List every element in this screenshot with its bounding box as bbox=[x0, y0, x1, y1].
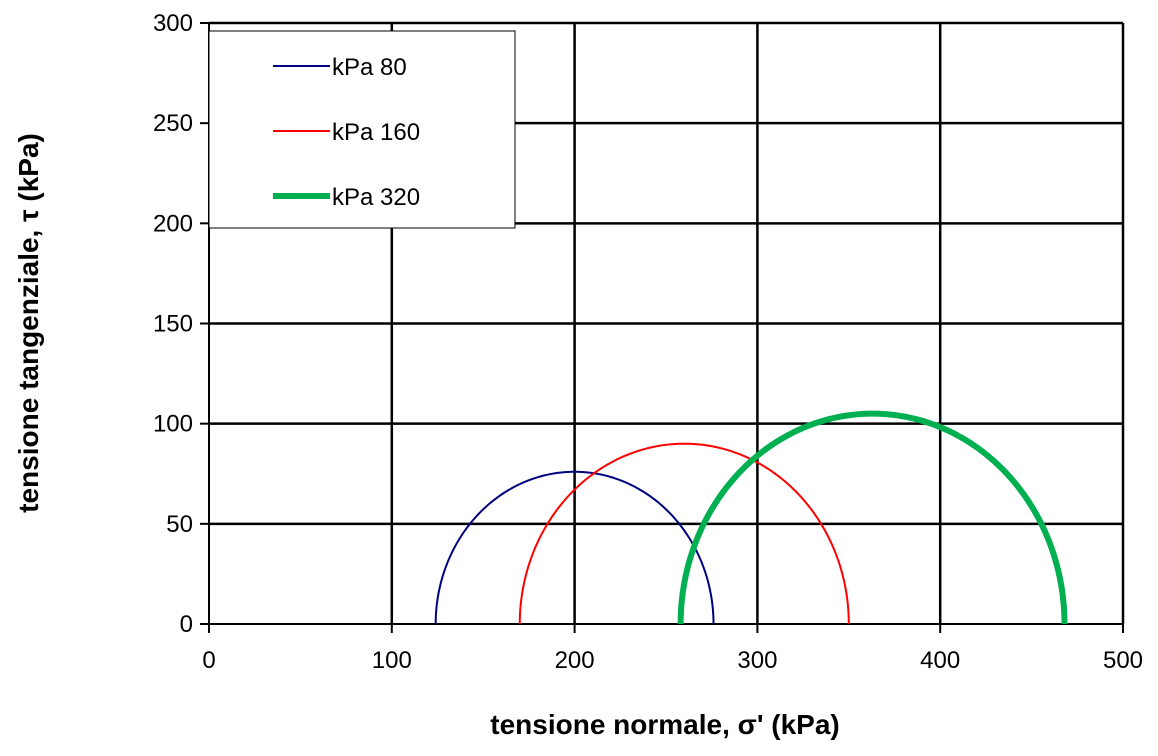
x-tick-label: 400 bbox=[920, 647, 960, 674]
y-tick-label: 300 bbox=[153, 10, 193, 37]
grid bbox=[209, 21, 1125, 624]
y-tick-label: 250 bbox=[153, 110, 193, 137]
axis-titles: tensione normale, σ' (kPa) tensione tang… bbox=[13, 133, 840, 740]
series-line-2 bbox=[677, 410, 1068, 625]
legend-label: kPa 160 bbox=[332, 119, 420, 146]
legend-label: kPa 320 bbox=[332, 184, 420, 211]
x-tick-label: 100 bbox=[372, 647, 412, 674]
series bbox=[434, 410, 1068, 625]
x-tick-label: 300 bbox=[737, 647, 777, 674]
legend-label: kPa 80 bbox=[332, 54, 407, 81]
y-tick-label: 0 bbox=[180, 611, 193, 638]
x-tick-label: 0 bbox=[202, 647, 215, 674]
x-axis-title: tensione normale, σ' (kPa) bbox=[490, 709, 839, 740]
y-tick-label: 100 bbox=[153, 411, 193, 438]
y-tick-label: 50 bbox=[166, 511, 193, 538]
y-tick-label: 150 bbox=[153, 311, 193, 338]
series-line-1 bbox=[518, 442, 850, 625]
legend-box bbox=[208, 30, 516, 229]
y-axis-title: tensione tangenziale, τ (kPa) bbox=[13, 133, 44, 513]
y-tick-label: 200 bbox=[153, 210, 193, 237]
legend: kPa 80 kPa 160 kPa 320 bbox=[208, 30, 516, 229]
x-tick-label: 200 bbox=[555, 647, 595, 674]
x-tick-label: 500 bbox=[1103, 647, 1143, 674]
